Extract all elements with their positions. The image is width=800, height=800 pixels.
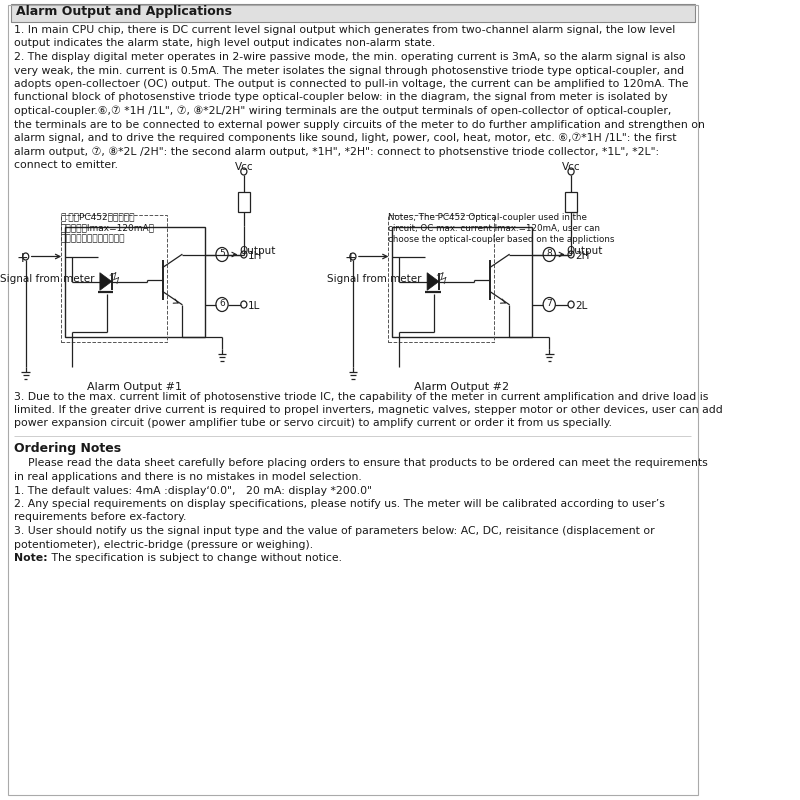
Text: 1. In main CPU chip, there is DC current level signal output which generates fro: 1. In main CPU chip, there is DC current…	[14, 25, 675, 35]
Text: connect to emitter.: connect to emitter.	[14, 160, 118, 170]
Bar	[11, 4, 695, 22]
Text: choose the optical-coupler based on the applictions: choose the optical-coupler based on the …	[388, 234, 614, 243]
Text: 3. User should notify us the signal input type and the value of parameters below: 3. User should notify us the signal inpu…	[14, 526, 655, 536]
Text: 3. Due to the max. current limit of photosenstive triode IC, the capability of t: 3. Due to the max. current limit of phot…	[14, 391, 709, 402]
Text: The specification is subject to change without notice.: The specification is subject to change w…	[47, 553, 342, 563]
Text: +: +	[17, 251, 29, 266]
Text: 8: 8	[546, 250, 552, 258]
Text: 2H: 2H	[575, 251, 590, 261]
Text: adopts open-collectoer (OC) output. The output is connected to pull-in voltage, : adopts open-collectoer (OC) output. The …	[14, 79, 689, 89]
Text: very weak, the min. current is 0.5mA. The meter isolates the signal through phot: very weak, the min. current is 0.5mA. Th…	[14, 66, 685, 75]
Polygon shape	[100, 273, 112, 290]
Text: 6: 6	[219, 299, 225, 309]
Text: Signal from meter: Signal from meter	[326, 274, 422, 285]
Text: +: +	[344, 251, 356, 266]
Text: Please read the data sheet carefully before placing orders to ensure that produc: Please read the data sheet carefully bef…	[14, 458, 708, 469]
Text: alarm output, ⑦, ⑧*2L /2H": the second alarm output, *1H", *2H": connect to phot: alarm output, ⑦, ⑧*2L /2H": the second a…	[14, 146, 659, 157]
Text: power expansion circuit (power amplifier tube or servo circuit) to amplify curre: power expansion circuit (power amplifier…	[14, 418, 612, 429]
Text: Ordering Notes: Ordering Notes	[14, 442, 122, 455]
Text: Note:: Note:	[14, 553, 48, 563]
Bar	[388, 214, 494, 342]
Text: Vcc: Vcc	[562, 162, 581, 171]
Text: Alarm Output #2: Alarm Output #2	[414, 382, 510, 391]
Polygon shape	[427, 273, 439, 290]
Text: Alarm Output #1: Alarm Output #1	[87, 382, 182, 391]
Text: 1L: 1L	[248, 301, 261, 311]
Text: optical-coupler.⑥,⑦ *1H /1L", ⑦, ⑧*2L/2H" wiring terminals are the output termin: optical-coupler.⑥,⑦ *1H /1L", ⑦, ⑧*2L/2H…	[14, 106, 672, 117]
Text: 7: 7	[546, 299, 552, 309]
Text: output indicates the alarm state, high level output indicates non-alarm state.: output indicates the alarm state, high l…	[14, 38, 435, 49]
Bar	[61, 214, 167, 342]
Bar	[238, 191, 250, 211]
Text: Vcc: Vcc	[235, 162, 254, 171]
Text: 2. The display digital meter operates in 2-wire passive mode, the min. operating: 2. The display digital meter operates in…	[14, 52, 686, 62]
Text: Output: Output	[239, 246, 276, 255]
Text: functional block of photosenstive triode type optical-coupler below: in the diag: functional block of photosenstive triode…	[14, 93, 668, 102]
Text: 2L: 2L	[575, 301, 588, 311]
Bar	[566, 191, 577, 211]
Text: Notes, The PC452 Optical-coupler used in the: Notes, The PC452 Optical-coupler used in…	[388, 213, 586, 222]
Text: alarm signal, and to drive the required components like sound, light, power, coo: alarm signal, and to drive the required …	[14, 133, 677, 143]
Text: 5: 5	[219, 250, 225, 258]
Text: the terminals are to be connected to external power supply circuits of the meter: the terminals are to be connected to ext…	[14, 119, 706, 130]
Text: 1. The default values: 4mA :display‘0.0",   20 mA: display *200.0": 1. The default values: 4mA :display‘0.0"…	[14, 486, 372, 495]
Text: potentiometer), electric-bridge (pressure or weighing).: potentiometer), electric-bridge (pressur…	[14, 539, 314, 550]
Text: circuit, OC max. current Imax.=120mA, user can: circuit, OC max. current Imax.=120mA, us…	[388, 223, 600, 233]
Text: 2. Any special requirements on display specifications, please notify us. The met: 2. Any special requirements on display s…	[14, 499, 666, 509]
Text: 注:本例PC452光耦的集电: 注:本例PC452光耦的集电	[61, 213, 135, 222]
Text: in real applications and there is no mistakes in model selection.: in real applications and there is no mis…	[14, 472, 362, 482]
Text: Alarm Output and Applications: Alarm Output and Applications	[16, 5, 232, 18]
Bar	[392, 226, 532, 337]
Text: Signal from meter: Signal from meter	[0, 274, 94, 285]
Bar	[65, 226, 205, 337]
Text: 用户可根据需要选配光耦。: 用户可根据需要选配光耦。	[61, 234, 125, 243]
Text: Output: Output	[566, 246, 603, 255]
Text: 极最大电流Imax=120mA，: 极最大电流Imax=120mA，	[61, 223, 154, 233]
Text: requirements before ex-factory.: requirements before ex-factory.	[14, 513, 186, 522]
Text: limited. If the greater drive current is required to propel inverters, magnetic : limited. If the greater drive current is…	[14, 405, 723, 415]
Text: 1H: 1H	[248, 251, 262, 261]
